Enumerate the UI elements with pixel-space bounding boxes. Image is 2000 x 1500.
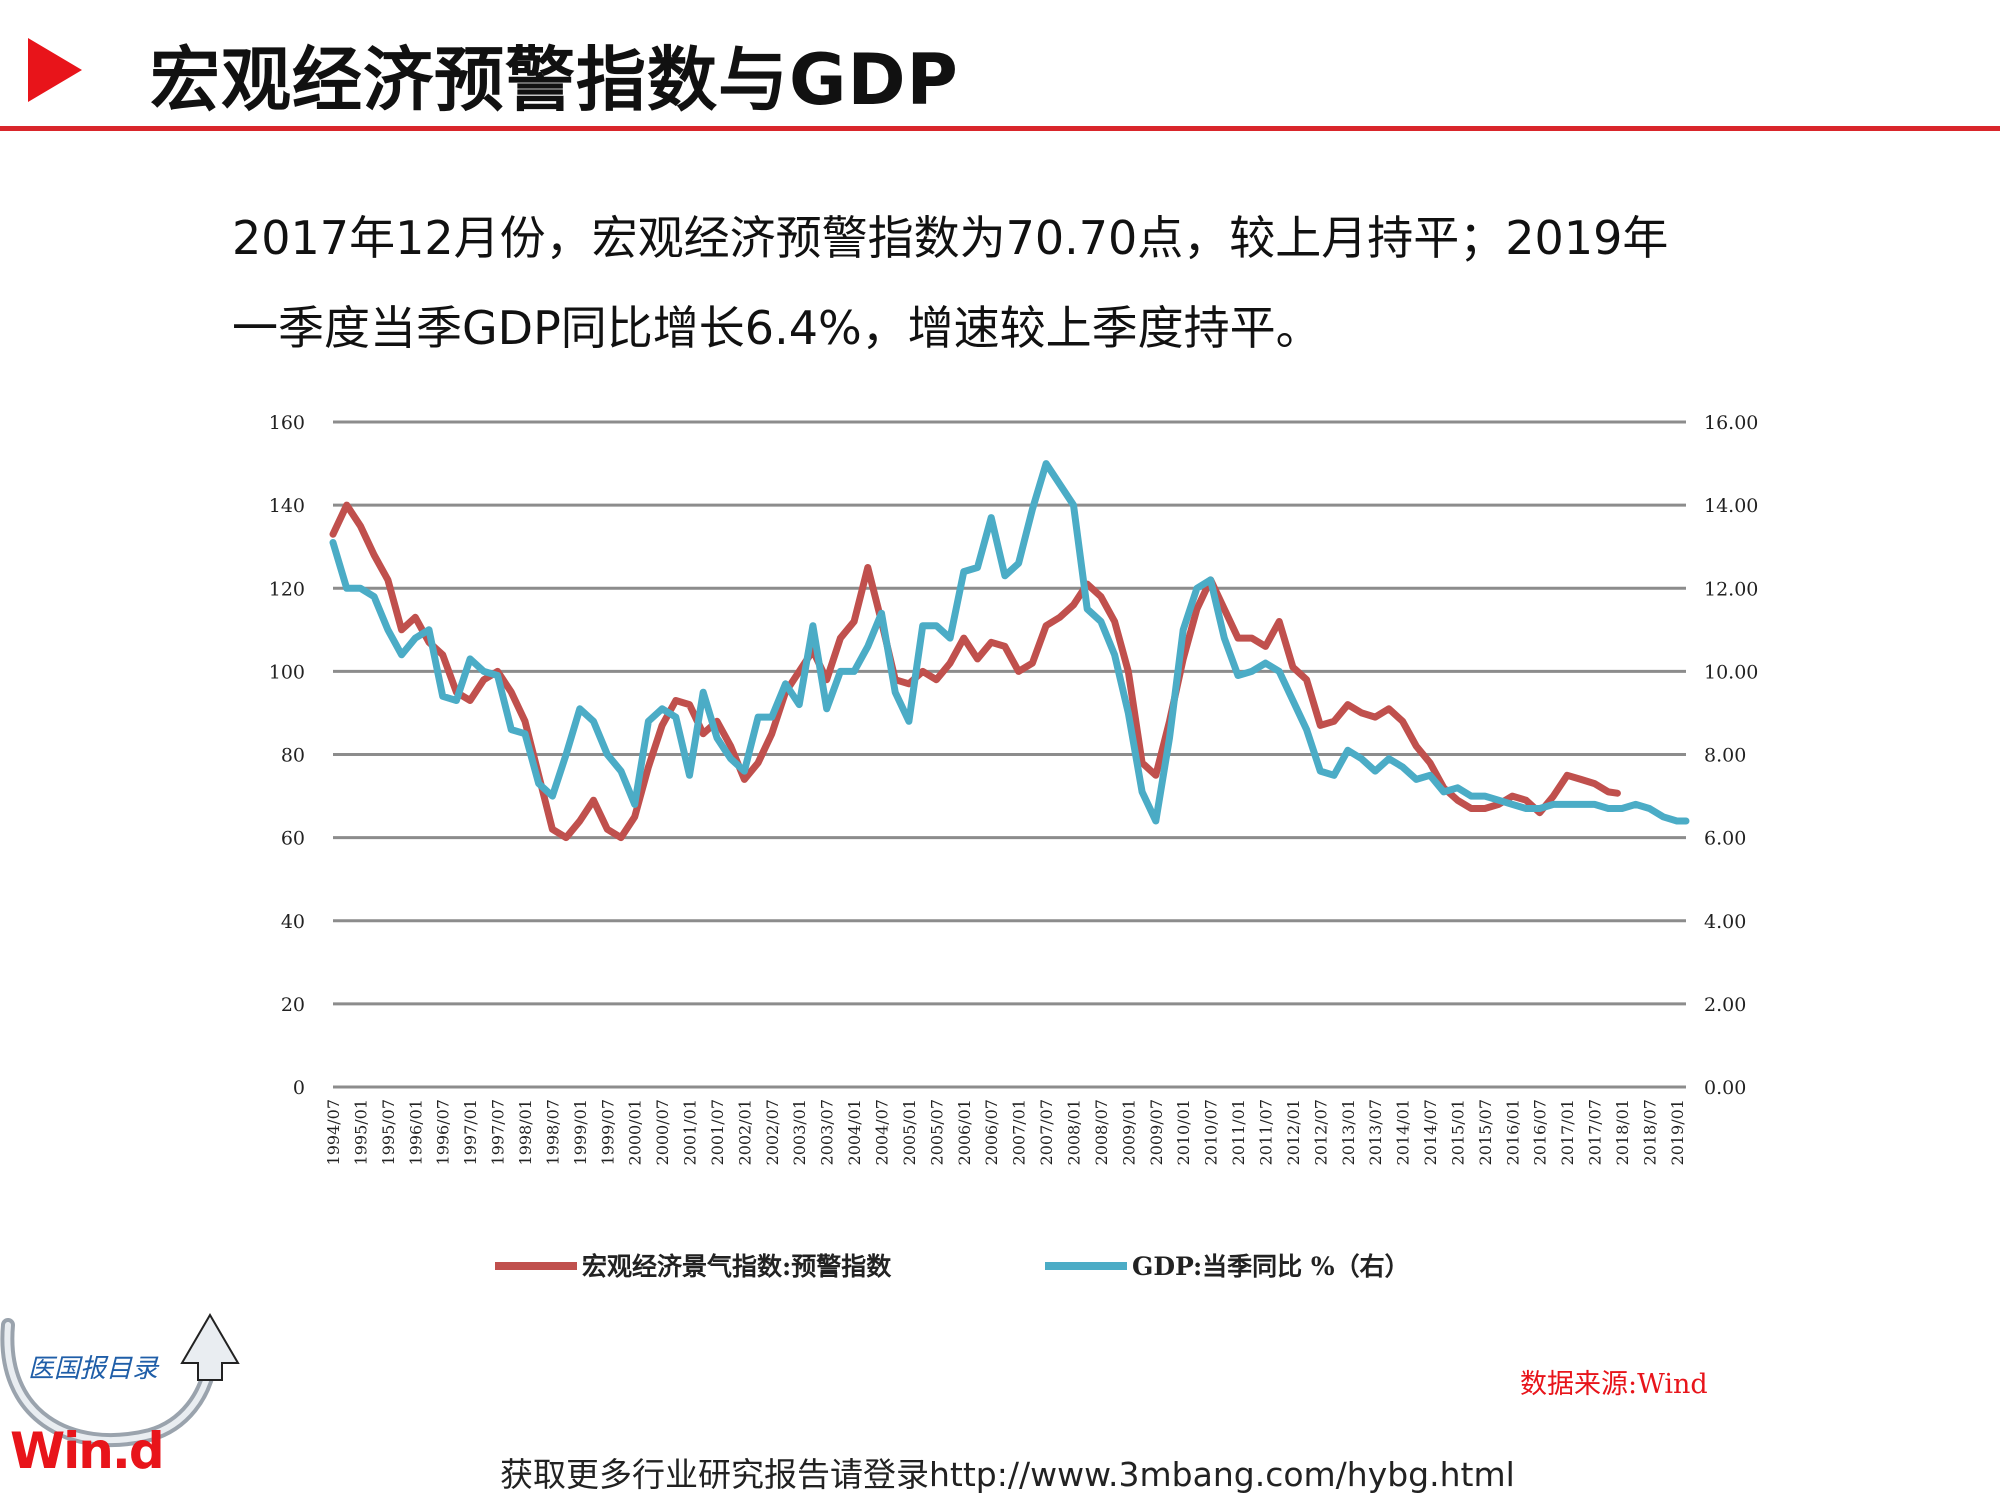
x-tick-label: 2015/07 — [1476, 1099, 1495, 1165]
x-tick-label: 1999/07 — [598, 1099, 617, 1165]
right-tick-label: 16.00 — [1704, 412, 1758, 434]
x-tick-label: 2004/01 — [845, 1099, 864, 1165]
x-tick-label: 1994/07 — [324, 1099, 343, 1165]
left-tick-label: 160 — [269, 412, 305, 434]
right-tick-label: 12.00 — [1704, 578, 1758, 600]
title-rule — [0, 126, 2000, 131]
legend-label: GDP:当季同比 %（右） — [1132, 1252, 1410, 1281]
x-tick-label: 2004/07 — [873, 1099, 892, 1165]
legend: 宏观经济景气指数:预警指数 GDP:当季同比 %（右） — [495, 1252, 1410, 1281]
data-source: 数据来源:Wind — [1520, 1369, 1708, 1400]
series-line-warning-index — [329, 501, 1621, 842]
right-axis-ticks: 0.00 2.00 4.00 6.00 8.00 10.00 12.00 14.00 16.00 — [1704, 412, 1758, 1099]
left-tick-label: 0 — [293, 1077, 305, 1099]
wind-logo-icon: 医国报目录 — [0, 1313, 240, 1447]
x-tick-label: 2002/01 — [735, 1099, 754, 1165]
x-tick-label: 1995/07 — [379, 1099, 398, 1165]
left-tick-label: 60 — [281, 828, 305, 850]
x-tick-label: 2012/07 — [1311, 1099, 1330, 1165]
x-tick-label: 2009/07 — [1147, 1099, 1166, 1165]
x-tick-label: 2013/01 — [1339, 1099, 1358, 1165]
right-tick-label: 4.00 — [1704, 911, 1746, 933]
x-tick-label: 2019/01 — [1668, 1099, 1687, 1165]
right-tick-label: 14.00 — [1704, 495, 1758, 517]
x-tick-label: 2001/01 — [681, 1099, 700, 1165]
left-tick-label: 80 — [281, 745, 305, 767]
left-tick-label: 120 — [269, 578, 305, 600]
x-tick-label: 2010/07 — [1202, 1099, 1221, 1165]
left-tick-label: 20 — [281, 994, 305, 1016]
x-tick-label: 2005/01 — [900, 1099, 919, 1165]
series-line-gdp — [329, 460, 1690, 825]
x-tick-label: 2018/01 — [1613, 1099, 1632, 1165]
x-tick-label: 2006/01 — [955, 1099, 974, 1165]
x-tick-label: 2008/01 — [1064, 1099, 1083, 1165]
logo-caption: 医国报目录 — [28, 1354, 160, 1384]
x-tick-label: 2003/01 — [790, 1099, 809, 1165]
legend-label: 宏观经济景气指数:预警指数 — [582, 1252, 892, 1281]
x-tick-label: 2005/07 — [927, 1099, 946, 1165]
x-tick-label: 2017/01 — [1558, 1099, 1577, 1165]
left-tick-label: 140 — [269, 495, 305, 517]
slide-title: 宏观经济预警指数与GDP — [150, 39, 959, 121]
x-tick-label: 2018/07 — [1640, 1099, 1659, 1165]
left-tick-label: 40 — [281, 911, 305, 933]
x-tick-label: 2016/07 — [1531, 1099, 1550, 1165]
x-tick-label: 2013/07 — [1366, 1099, 1385, 1165]
x-tick-label: 2000/07 — [653, 1099, 672, 1165]
x-tick-label: 2003/07 — [818, 1099, 837, 1165]
x-tick-label: 2015/01 — [1448, 1099, 1467, 1165]
x-tick-label: 2007/07 — [1037, 1099, 1056, 1165]
left-axis-ticks: 0 20 40 60 80 100 120 140 160 — [269, 412, 305, 1099]
x-tick-label: 1995/01 — [351, 1099, 370, 1165]
x-tick-label: 2001/07 — [708, 1099, 727, 1165]
x-tick-label: 2014/07 — [1421, 1099, 1440, 1165]
x-tick-label: 1996/07 — [434, 1099, 453, 1165]
x-tick-label: 2000/01 — [626, 1099, 645, 1165]
x-axis-ticks: 1994/07 1995/01 1995/07 1996/01 1996/07 1997/… — [324, 1099, 1687, 1165]
right-tick-label: 8.00 — [1704, 745, 1746, 767]
right-tick-label: 6.00 — [1704, 828, 1746, 850]
title-marker-triangle-icon — [28, 38, 82, 102]
x-tick-label: 1998/07 — [543, 1099, 562, 1165]
x-tick-label: 2016/01 — [1503, 1099, 1522, 1165]
x-tick-label: 2007/01 — [1010, 1099, 1029, 1165]
x-tick-label: 1997/01 — [461, 1099, 480, 1165]
right-tick-label: 0.00 — [1704, 1077, 1746, 1099]
x-tick-label: 2002/07 — [763, 1099, 782, 1165]
footer-link-text: 获取更多行业研究报告请登录http://www.3mbang.com/hybg.… — [500, 1455, 1515, 1494]
summary-line-2: 一季度当季GDP同比增长6.4%，增速较上季度持平。 — [232, 301, 1322, 355]
x-tick-label: 2012/01 — [1284, 1099, 1303, 1165]
series-layer — [329, 460, 1690, 842]
x-tick-label: 2011/01 — [1229, 1099, 1248, 1165]
x-tick-label: 1996/01 — [406, 1099, 425, 1165]
x-tick-label: 2008/07 — [1092, 1099, 1111, 1165]
summary-line-1: 2017年12月份，宏观经济预警指数为70.70点，较上月持平；2019年 — [232, 211, 1669, 265]
line-chart: 0 20 40 60 80 100 120 140 160 0.00 2.00 4.00 6.00 8.… — [269, 412, 1759, 1281]
x-tick-label: 1998/01 — [516, 1099, 535, 1165]
x-tick-label: 1997/07 — [489, 1099, 508, 1165]
right-tick-label: 10.00 — [1704, 661, 1758, 683]
x-tick-label: 2010/01 — [1174, 1099, 1193, 1165]
left-tick-label: 100 — [269, 661, 305, 683]
x-tick-label: 2009/01 — [1119, 1099, 1138, 1165]
grid-lines — [333, 420, 1686, 1089]
x-tick-label: 1999/01 — [571, 1099, 590, 1165]
x-tick-label: 2014/01 — [1394, 1099, 1413, 1165]
right-tick-label: 2.00 — [1704, 994, 1746, 1016]
logo-wordmark: Win.d — [10, 1422, 165, 1480]
x-tick-label: 2011/07 — [1256, 1099, 1275, 1165]
x-tick-label: 2006/07 — [982, 1099, 1001, 1165]
x-tick-label: 2017/07 — [1586, 1099, 1605, 1165]
